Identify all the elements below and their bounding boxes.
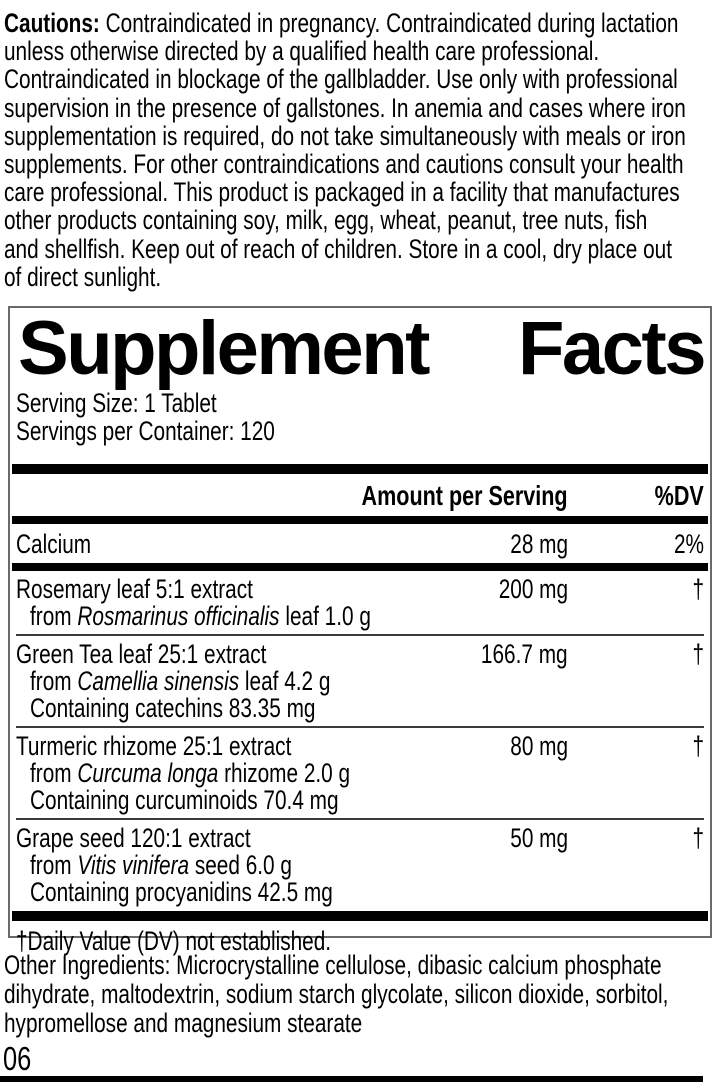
- table-row: Rosemary leaf 5:1 extract 200 mg † from …: [16, 576, 704, 630]
- ingredient-dv: 2%: [673, 529, 704, 559]
- ingredient-amount: 50 mg: [510, 823, 568, 853]
- panel-title-word1: Supplement: [18, 306, 430, 391]
- cautions-line: Contraindicated in blockage of the gallb…: [4, 64, 678, 95]
- divider-rule: [16, 818, 704, 820]
- ingredient-amount: 200 mg: [498, 574, 568, 604]
- cautions-line: care professional. This product is packa…: [4, 177, 680, 208]
- cautions-line: supplements. For other contraindications…: [4, 148, 684, 179]
- cautions-text: Contraindicated in pregnancy. Contraindi…: [99, 8, 679, 38]
- ingredient-amount: 80 mg: [510, 731, 568, 761]
- panel-title: Supplement Facts: [16, 306, 707, 391]
- ingredient-dv: †: [692, 731, 704, 761]
- supplement-facts-panel: Supplement Facts Serving Size: 1 Tablet …: [8, 306, 712, 955]
- table-row: Turmeric rhizome 25:1 extract 80 mg † fr…: [16, 733, 704, 814]
- ingredient-dv: †: [692, 574, 704, 604]
- other-ingredients-paragraph: Other Ingredients: Microcrystalline cell…: [4, 951, 720, 1038]
- panel-title-word2: Facts: [517, 306, 707, 391]
- ingredient-name: Calcium: [16, 529, 92, 559]
- column-header-dv: %DV: [654, 480, 704, 511]
- latin-name: Rosmarinus officinalis: [77, 601, 280, 631]
- divider-bar-thick: [12, 911, 708, 921]
- cautions-line: unless otherwise directed by a qualified…: [4, 36, 600, 67]
- divider-rule: [16, 634, 704, 636]
- cautions-line: supervision in the presence of gallstone…: [4, 92, 686, 123]
- latin-name: Curcuma longa: [77, 758, 219, 788]
- servings-per-container: Servings per Container: 120: [16, 416, 275, 446]
- divider-bar-thick: [12, 563, 708, 571]
- ingredient-source: from Rosmarinus officinalis leaf 1.0 g: [30, 601, 371, 631]
- table-row: Green Tea leaf 25:1 extract 166.7 mg † f…: [16, 641, 704, 722]
- ingredient-dv: †: [692, 639, 704, 669]
- table-row: Grape seed 120:1 extract 50 mg † from Vi…: [16, 825, 704, 906]
- ingredient-dv: †: [692, 823, 704, 853]
- divider-bar-thick: [12, 516, 708, 524]
- other-ingredients-line: dihydrate, maltodextrin, sodium starch g…: [4, 979, 669, 1009]
- cautions-line: other products containing soy, milk, egg…: [4, 205, 648, 236]
- cautions-label: Cautions:: [4, 8, 100, 38]
- table-header: Amount per Serving %DV: [16, 481, 704, 510]
- ingredient-name: Grape seed 120:1 extract: [16, 823, 251, 853]
- other-ingredients-line: Other Ingredients: Microcrystalline cell…: [4, 950, 662, 980]
- latin-name: Vitis vinifera: [77, 850, 190, 880]
- ingredient-constituent: Containing catechins 83.35 mg: [30, 693, 316, 723]
- divider-rule: [16, 726, 704, 728]
- divider-bar-thick: [12, 464, 708, 474]
- cautions-line: Cautions: Contraindicated in pregnancy. …: [4, 9, 720, 37]
- ingredient-constituent: Containing procyanidins 42.5 mg: [30, 877, 333, 907]
- cautions-line: and shellfish. Keep out of reach of chil…: [4, 233, 672, 264]
- bottom-black-bar: [0, 1076, 703, 1082]
- ingredient-name: Rosemary leaf 5:1 extract: [16, 574, 253, 604]
- cautions-line: supplementation is required, do not take…: [4, 120, 686, 151]
- label-code: 06: [3, 1040, 32, 1077]
- daily-value-footnote: †Daily Value (DV) not established.: [16, 926, 332, 956]
- ingredient-constituent: Containing curcuminoids 70.4 mg: [30, 785, 339, 815]
- ingredient-source: from Vitis vinifera seed 6.0 g: [30, 850, 292, 880]
- ingredient-source: from Curcuma longa rhizome 2.0 g: [30, 758, 351, 788]
- cautions-paragraph: Cautions: Contraindicated in pregnancy. …: [4, 9, 720, 291]
- ingredient-amount: 28 mg: [510, 529, 568, 559]
- column-header-amount: Amount per Serving: [361, 480, 568, 511]
- other-ingredients-line: hypromellose and magnesium stearate: [4, 1008, 363, 1038]
- cautions-line: of direct sunlight.: [4, 261, 162, 292]
- latin-name: Camellia sinensis: [77, 666, 240, 696]
- ingredient-name: Turmeric rhizome 25:1 extract: [16, 731, 292, 761]
- ingredient-name: Green Tea leaf 25:1 extract: [16, 639, 267, 669]
- ingredient-source: from Camellia sinensis leaf 4.2 g: [30, 666, 331, 696]
- table-row: Calcium 28 mg 2%: [16, 531, 704, 558]
- ingredient-amount: 166.7 mg: [481, 639, 568, 669]
- serving-size: Serving Size: 1 Tablet: [16, 388, 217, 418]
